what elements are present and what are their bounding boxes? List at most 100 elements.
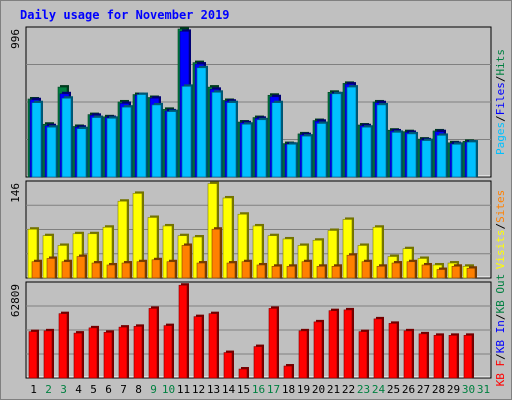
bottom-legend: KB F/KB In/KB Out bbox=[494, 274, 507, 387]
middle-bar-sites bbox=[406, 261, 416, 279]
middle-bar-sites bbox=[466, 267, 476, 279]
bottom-bar-kb-f bbox=[418, 333, 428, 379]
x-tick-label: 19 bbox=[297, 383, 310, 396]
x-tick-label: 1 bbox=[30, 383, 37, 396]
top-bar-pages bbox=[361, 126, 372, 178]
top-bar-pages bbox=[46, 126, 57, 178]
x-tick-label: 25 bbox=[387, 383, 400, 396]
top-bar-pages bbox=[166, 111, 177, 178]
legend-entry: Sites bbox=[494, 190, 507, 223]
legend-entry: KB In bbox=[494, 320, 507, 353]
bottom-bar-kb-f bbox=[388, 323, 398, 379]
bottom-bar-kb-f bbox=[358, 331, 368, 379]
x-tick-label: 20 bbox=[312, 383, 325, 396]
bottom-bar-kb-f bbox=[448, 335, 458, 379]
top-bar-pages bbox=[346, 86, 357, 178]
bottom-bar-kb-f bbox=[88, 327, 98, 379]
bottom-bar-kb-f bbox=[253, 346, 263, 379]
middle-bar-sites bbox=[421, 264, 431, 279]
top-bar-pages bbox=[286, 144, 297, 178]
legend-entry: KB Out bbox=[494, 274, 507, 314]
bottom-bar-kb-f bbox=[58, 313, 68, 379]
middle-bar-sites bbox=[241, 261, 251, 279]
bottom-bar-kb-f bbox=[73, 332, 83, 379]
legend-entry: Pages bbox=[494, 122, 507, 155]
bottom-bar-kb-f bbox=[193, 316, 203, 379]
x-tick-label: 4 bbox=[75, 383, 82, 396]
x-tick-label: 18 bbox=[282, 383, 295, 396]
top-bar-pages bbox=[211, 92, 222, 178]
bottom-bar-kb-f bbox=[343, 309, 353, 379]
legend-entry: KB F bbox=[494, 360, 507, 387]
x-tick-label: 16 bbox=[252, 383, 265, 396]
x-tick-label: 27 bbox=[417, 383, 430, 396]
top-bar-pages bbox=[406, 133, 417, 178]
top-bar-pages bbox=[226, 102, 237, 178]
bottom-bar-kb-f bbox=[43, 330, 53, 379]
x-tick-label: 31 bbox=[477, 383, 490, 396]
bottom-bar-kb-f bbox=[313, 321, 323, 379]
middle-bar-sites bbox=[211, 228, 221, 279]
top-bar-pages bbox=[61, 97, 72, 178]
middle-panel: 146 Visits/Sites bbox=[9, 180, 507, 279]
x-tick-label: 5 bbox=[90, 383, 97, 396]
top-bar-pages bbox=[241, 123, 252, 178]
x-tick-label: 10 bbox=[162, 383, 175, 396]
middle-bar-sites bbox=[181, 245, 191, 279]
middle-bar-sites bbox=[451, 265, 461, 279]
middle-bar-sites bbox=[346, 254, 356, 279]
top-bar-pages bbox=[421, 140, 432, 178]
top-bar-pages bbox=[136, 94, 147, 178]
middle-bar-sites bbox=[376, 265, 386, 279]
bottom-bar-kb-f bbox=[283, 365, 293, 379]
x-tick-label: 8 bbox=[135, 383, 142, 396]
x-tick-label: 29 bbox=[447, 383, 460, 396]
top-bar-pages bbox=[301, 135, 312, 178]
bottom-bar-kb-f bbox=[178, 284, 188, 379]
top-bar-pages bbox=[436, 135, 447, 178]
bottom-bar-kb-f bbox=[328, 310, 338, 379]
bottom-bar-kb-f bbox=[463, 335, 473, 379]
x-tick-label: 2 bbox=[45, 383, 52, 396]
top-bar-pages bbox=[31, 102, 42, 178]
top-bar-pages bbox=[331, 93, 342, 178]
top-bar-pages bbox=[196, 67, 207, 178]
bottom-bar-kb-f bbox=[28, 331, 38, 379]
x-tick-label: 28 bbox=[432, 383, 445, 396]
bottom-bar-kb-f bbox=[433, 335, 443, 379]
middle-bar-sites bbox=[136, 261, 146, 279]
middle-bar-sites bbox=[61, 261, 71, 279]
middle-bar-sites bbox=[151, 259, 161, 279]
top-ytick-label: 996 bbox=[9, 29, 22, 49]
middle-bar-sites bbox=[196, 262, 206, 279]
middle-ytick-label: 146 bbox=[9, 183, 22, 203]
x-tick-label: 6 bbox=[105, 383, 112, 396]
bottom-ytick-label: 62809 bbox=[9, 284, 22, 317]
bottom-bar-kb-f bbox=[133, 326, 143, 379]
top-bar-pages bbox=[466, 141, 477, 178]
bottom-bar-kb-f bbox=[118, 326, 128, 379]
top-bar-pages bbox=[76, 128, 87, 178]
middle-bar-sites bbox=[121, 262, 131, 279]
middle-bar-sites bbox=[226, 262, 236, 279]
x-tick-label: 14 bbox=[222, 383, 236, 396]
top-bar-pages bbox=[316, 123, 327, 178]
legend-entry: Files bbox=[494, 82, 507, 115]
x-tick-label: 12 bbox=[192, 383, 205, 396]
x-tick-label: 7 bbox=[120, 383, 127, 396]
x-tick-label: 3 bbox=[60, 383, 67, 396]
top-bar-pages bbox=[256, 119, 267, 178]
legend-entry: Hits bbox=[494, 49, 507, 76]
middle-bar-sites bbox=[91, 262, 101, 279]
legend-entry: / bbox=[494, 353, 507, 360]
middle-bar-sites bbox=[301, 261, 311, 279]
middle-bar-sites bbox=[286, 265, 296, 279]
middle-bar-sites bbox=[166, 261, 176, 279]
top-bar-pages bbox=[376, 104, 387, 178]
top-bar-pages bbox=[121, 106, 132, 178]
middle-bar-sites bbox=[391, 262, 401, 279]
top-bar-pages bbox=[451, 144, 462, 178]
bottom-bar-kb-f bbox=[373, 318, 383, 379]
